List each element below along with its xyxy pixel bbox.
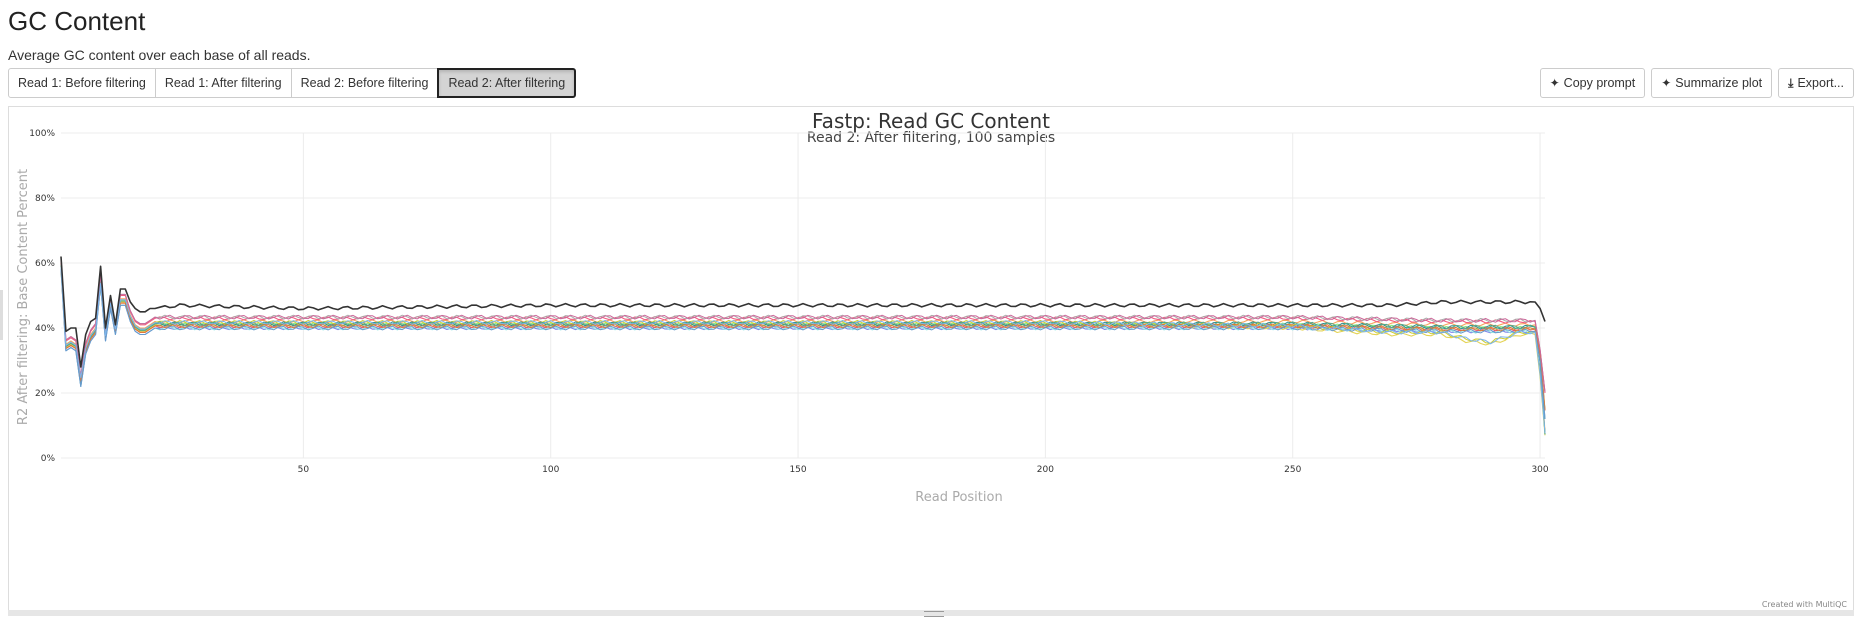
download-icon: ⤓ [1788,75,1794,90]
copy-prompt-button[interactable]: ✦ Copy prompt [1539,68,1646,98]
series-line [60,267,1546,411]
tab-read2-before[interactable]: Read 2: Before filtering [290,68,439,98]
y-axis-label: R2 After filtering: Base Content Percent [16,169,31,425]
x-tick-label: 300 [1531,465,1548,475]
series-line [60,267,1546,434]
series-line [60,258,1546,392]
sparkle-icon: ✦ [1661,76,1672,90]
grip-icon [924,611,944,617]
y-tick-label: 40% [35,324,55,334]
plot-container: Fastp: Read GC Content Read 2: After fil… [8,106,1854,612]
x-tick-label: 200 [1037,465,1054,475]
chart-subtitle: Read 2: After filtering, 100 samples [807,130,1055,146]
x-tick-label: 50 [298,465,310,475]
summarize-plot-button[interactable]: ✦ Summarize plot [1651,68,1773,98]
chart-series [60,256,1546,436]
tab-read1-after[interactable]: Read 1: After filtering [154,68,292,98]
resize-handle[interactable] [8,610,1854,616]
series-line [60,269,1546,420]
dataset-tab-group: Read 1: Before filtering Read 1: After f… [8,68,577,98]
series-line [60,258,1546,392]
series-line [60,265,1546,435]
side-toggle-handle[interactable] [0,290,3,340]
copy-prompt-label: Copy prompt [1563,76,1636,90]
gc-content-chart[interactable]: Fastp: Read GC Content Read 2: After fil… [9,107,1853,611]
y-tick-label: 100% [29,129,55,139]
chart-title: Fastp: Read GC Content [812,109,1050,133]
y-tick-label: 0% [41,454,56,464]
y-tick-label: 20% [35,389,55,399]
tab-read2-after[interactable]: Read 2: After filtering [437,68,577,98]
x-axis-ticks: 50 100 150 200 250 300 [298,465,1549,475]
section-description: Average GC content over each base of all… [8,47,311,63]
series-line [60,269,1546,436]
export-label: Export... [1797,76,1844,90]
sparkle-icon: ✦ [1549,76,1560,90]
chart-grid [61,132,1545,459]
x-tick-label: 250 [1284,465,1301,475]
x-tick-label: 150 [789,465,806,475]
series-line [60,267,1546,434]
series-line [60,269,1546,420]
series-line [60,265,1546,435]
section-title: GC Content [8,6,146,36]
y-axis-ticks: 0% 20% 40% 60% 80% 100% [29,129,55,464]
series-line [60,269,1546,420]
y-tick-label: 80% [35,194,55,204]
series-line [60,262,1546,433]
series-line [60,267,1546,411]
plot-actions: ✦ Copy prompt ✦ Summarize plot ⤓ Export.… [1539,68,1854,98]
export-button[interactable]: ⤓ Export... [1778,68,1854,98]
summarize-plot-label: Summarize plot [1675,76,1763,90]
credit-text: Created with MultiQC [1762,600,1848,609]
series-line [60,266,1546,410]
series-line [60,256,1546,368]
x-axis-label: Read Position [915,490,1002,505]
y-tick-label: 60% [35,259,55,269]
x-tick-label: 100 [542,465,559,475]
tab-read1-before[interactable]: Read 1: Before filtering [8,68,156,98]
